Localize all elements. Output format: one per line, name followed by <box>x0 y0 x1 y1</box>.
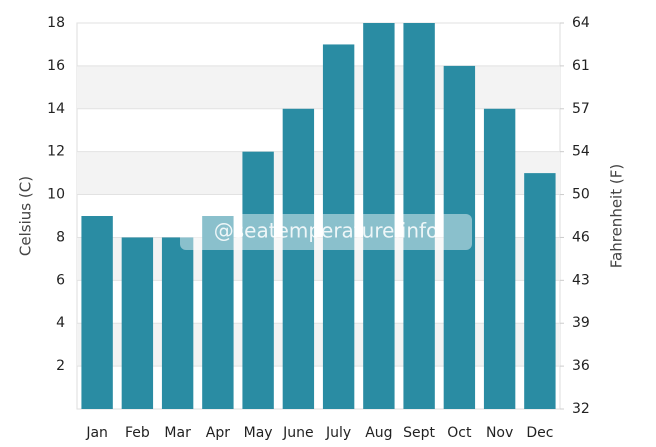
bar <box>282 108 315 410</box>
x-tick-label: Dec <box>526 425 553 441</box>
y2-tick-label: 57 <box>572 101 590 117</box>
watermark-bg <box>180 214 472 250</box>
y2-tick-label: 43 <box>572 272 590 288</box>
bar <box>121 237 154 409</box>
bar <box>161 237 194 409</box>
y2-tick-label: 64 <box>572 15 590 31</box>
x-tick-label: May <box>244 425 273 441</box>
y-axis-title: Celsius (C) <box>17 176 35 256</box>
x-tick-label: Oct <box>447 425 472 441</box>
x-tick-label: July <box>325 425 351 441</box>
bar <box>363 23 395 409</box>
grid-band <box>77 323 560 367</box>
x-tick-label: Nov <box>486 425 513 441</box>
y-tick-label: 8 <box>56 229 65 245</box>
x-tick-label: Jan <box>85 425 108 441</box>
bar <box>81 216 113 409</box>
bar <box>322 44 355 409</box>
bar <box>202 216 234 409</box>
y2-tick-label: 50 <box>572 187 590 203</box>
bar <box>242 151 274 409</box>
bar <box>524 173 556 409</box>
y-tick-label: 10 <box>47 187 65 203</box>
y2-tick-label: 39 <box>572 315 590 331</box>
y2-tick-label: 54 <box>572 144 590 160</box>
bar <box>403 23 435 409</box>
watermark: @seatemperature.info <box>214 219 439 243</box>
y-tick-label: 2 <box>56 358 65 374</box>
bar <box>483 108 516 410</box>
x-tick-label: Mar <box>164 425 191 441</box>
y-tick-label: 14 <box>47 101 65 117</box>
y2-axis-title: Fahrenheit (F) <box>608 164 626 268</box>
y2-tick-label: 46 <box>572 229 590 245</box>
x-tick-label: Apr <box>206 425 230 441</box>
grid-band <box>77 237 560 281</box>
grid-band <box>77 151 560 195</box>
x-tick-label: Feb <box>125 425 150 441</box>
x-tick-label: Sept <box>403 425 435 441</box>
x-tick-label: June <box>282 425 314 441</box>
y-tick-label: 6 <box>56 272 65 288</box>
y-tick-label: 16 <box>47 58 65 74</box>
grid-band <box>77 65 560 109</box>
y2-tick-label: 36 <box>572 358 590 374</box>
y2-tick-label: 61 <box>572 58 590 74</box>
y-tick-label: 18 <box>47 15 65 31</box>
y2-tick-label: 32 <box>572 401 590 417</box>
y-tick-label: 12 <box>47 144 65 160</box>
bar <box>443 65 476 409</box>
y-tick-label: 4 <box>56 315 65 331</box>
x-tick-label: Aug <box>365 425 392 441</box>
